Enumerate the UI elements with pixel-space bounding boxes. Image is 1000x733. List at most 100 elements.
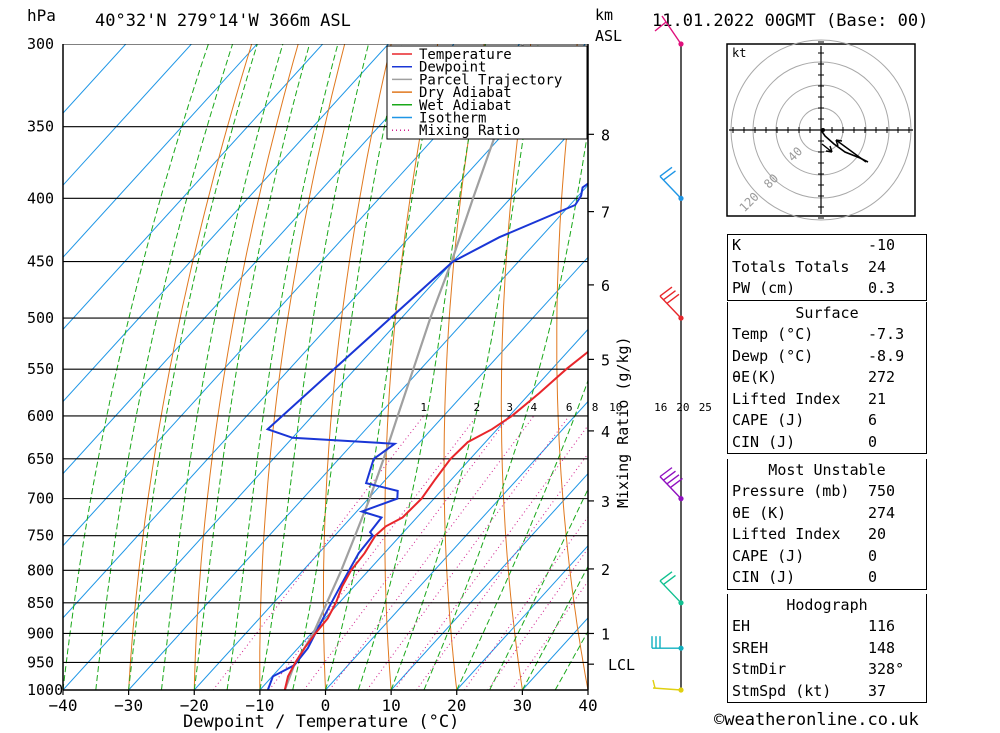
hpa-unit-label: hPa [27, 6, 56, 25]
pressure-tick-label: 750 [27, 527, 54, 545]
surface-index-value: 21 [868, 389, 887, 408]
surface-title: Surface [795, 304, 859, 322]
most-unstable-index-row: CIN (J) 0 [728, 567, 926, 589]
hodograph-index-value: 328° [868, 660, 905, 678]
isotherm-line [325, 400, 588, 690]
wet-adiabat-line [357, 44, 486, 690]
most-unstable-index-row: CAPE (J) 0 [728, 546, 926, 568]
km-tick-label: 5 [601, 351, 610, 369]
wet-adiabat-line [521, 565, 588, 690]
most-unstable-panel: Most Unstable Pressure (mb) 750 θE (K) 274 L… [727, 459, 927, 590]
surface-index-label: Dewp (°C) [732, 346, 814, 365]
pressure-tick-label: 400 [27, 189, 54, 207]
x-axis-label: Dewpoint / Temperature (°C) [183, 712, 459, 732]
km-tick-label: 8 [601, 126, 610, 144]
hodograph-params-title: Hodograph [786, 596, 868, 614]
dewpoint-line [265, 182, 588, 690]
mixing-ratio-label: 25 [699, 401, 712, 414]
isotherm-line [390, 472, 588, 690]
pressure-tick-label: 550 [27, 360, 54, 378]
general-index-value: 0.3 [868, 279, 896, 297]
pressure-tick-label: 450 [27, 253, 54, 271]
surface-index-label: CIN (J) [732, 432, 796, 451]
most-unstable-index-row: Lifted Index 20 [728, 524, 926, 546]
surface-index-value: 272 [868, 368, 896, 386]
wet-adiabat-line [193, 44, 311, 690]
isotherm-line [0, 0, 149, 690]
surface-index-row: CIN (J) 0 [728, 432, 926, 454]
dry-adiabat-line [662, 7, 719, 690]
km-tick-label: 2 [601, 561, 610, 579]
general-index-value: -10 [868, 236, 896, 254]
most-unstable-index-label: θE (K) [732, 503, 787, 522]
x-tick-label: 10 [381, 696, 400, 715]
surface-index-row: CAPE (J) 6 [728, 410, 926, 432]
hodograph-origin-dot [821, 128, 825, 132]
x-tick-label: −40 [49, 696, 78, 715]
mixing-ratio-label: 6 [566, 401, 573, 414]
km-unit-label: km [595, 6, 613, 24]
mixing-ratio-label: 10 [609, 401, 622, 414]
hodograph-params-panel: Hodograph EH 116 SREH 148 StmDir 328° StmSpd (… [727, 594, 927, 703]
hodograph-index-row: SREH 148 [728, 638, 926, 660]
km-tick-label: 3 [601, 493, 610, 511]
mixing-ratio-line [212, 415, 424, 690]
most-unstable-index-value: 274 [868, 503, 896, 522]
mixing-ratio-label: 1 [420, 401, 427, 414]
mixing-ratio-line [366, 415, 570, 690]
most-unstable-index-value: 20 [868, 525, 887, 543]
surface-index-row: Dewp (°C) -8.9 [728, 346, 926, 368]
wet-adiabat-line [160, 44, 284, 690]
hodograph-index-row: EH 116 [728, 616, 926, 638]
km-tick-label: 4 [601, 423, 610, 441]
wind-barb [659, 467, 683, 500]
km-tick-label: 6 [601, 277, 610, 295]
surface-index-row: θE(K) 272 [728, 367, 926, 389]
general-index-label: K [732, 236, 742, 254]
surface-index-row: Temp (°C) -7.3 [728, 324, 926, 346]
mixing-ratio-line [415, 452, 588, 690]
pressure-tick-label: 300 [27, 35, 54, 53]
surface-index-value: 0 [868, 432, 878, 451]
legend-label: Isotherm [419, 111, 486, 127]
lcl-label: LCL [608, 656, 635, 674]
general-index-value: 24 [868, 257, 887, 276]
hodograph-index-value: 37 [868, 681, 887, 700]
temperature-line [283, 350, 588, 690]
hodograph-index-row: StmSpd (kt) 37 [728, 681, 926, 703]
pressure-tick-label: 500 [27, 309, 54, 327]
isotherm-line [63, 44, 258, 259]
general-index-label: Totals Totals [732, 257, 850, 276]
pressure-tick-label: 700 [27, 490, 54, 508]
most-unstable-index-value: 0 [868, 568, 878, 586]
hodograph-index-label: EH [732, 617, 751, 635]
hodograph-index-row: StmDir 328° [728, 659, 926, 681]
pressure-tick-label: 800 [27, 561, 54, 579]
legend-box [386, 45, 588, 140]
general-index-row: Totals Totals 24 [728, 257, 926, 279]
general-index-row: K -10 [728, 235, 926, 257]
legend-label: Dewpoint [419, 60, 486, 76]
pressure-tick-label: 350 [27, 118, 54, 136]
x-tick-label: −30 [114, 696, 143, 715]
surface-index-value: 6 [868, 411, 878, 429]
general-index-row: PW (cm) 0.3 [728, 278, 926, 300]
km-tick-label: 1 [601, 625, 610, 643]
hodograph-index-label: SREH [732, 638, 769, 657]
mixing-ratio-label: 4 [531, 401, 538, 414]
most-unstable-index-value: 0 [868, 546, 878, 565]
surface-index-row: Lifted Index 21 [728, 389, 926, 411]
wind-barb [659, 571, 682, 604]
legend-label: Temperature [419, 47, 512, 63]
pressure-tick-label: 650 [27, 450, 54, 468]
legend-label: Mixing Ratio [419, 123, 520, 139]
storm-motion-arrow [835, 139, 867, 163]
most-unstable-index-row: θE (K) 274 [728, 503, 926, 525]
x-tick-label: 40 [578, 696, 597, 715]
most-unstable-index-label: CAPE (J) [732, 546, 805, 565]
km-tick-label: 7 [601, 204, 610, 222]
pressure-tick-label: 600 [27, 407, 54, 425]
